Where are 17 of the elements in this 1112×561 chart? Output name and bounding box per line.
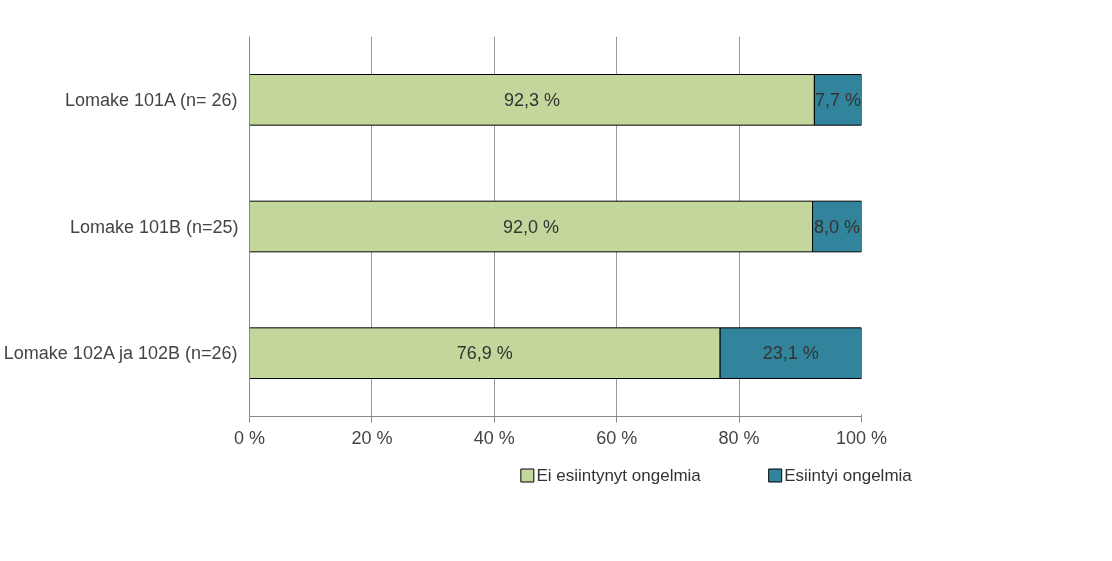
x-tick-label: 20 % [351,427,393,448]
x-tick-label: 80 % [718,427,760,448]
legend-label: Esiintyi ongelmia [784,466,913,485]
y-tick-label: Lomake 101A (n= 26) [64,89,238,110]
data-label: 92,3 % [503,89,560,110]
x-tick-label: 0 % [233,427,266,448]
legend-label: Ei esiintynyt ongelmia [536,466,702,485]
x-tick-label: 100 % [835,427,888,448]
data-label: 92,0 % [503,216,560,237]
x-tick-label: 40 % [473,427,515,448]
data-label: 7,7 % [814,89,861,110]
y-tick-label: Lomake 102A ja 102B (n=26) [3,343,238,364]
data-label: 76,9 % [456,343,513,364]
data-label: 8,0 % [814,216,861,237]
data-label: 23,1 % [762,343,819,364]
x-tick-label: 60 % [596,427,638,448]
y-tick-label: Lomake 101B (n=25) [69,216,239,237]
